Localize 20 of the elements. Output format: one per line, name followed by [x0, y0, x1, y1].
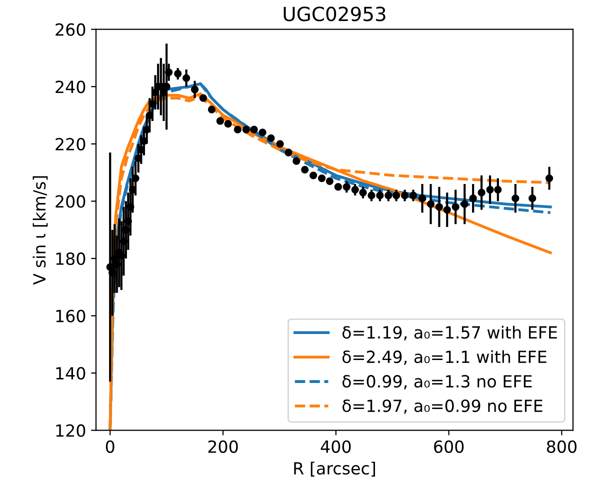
x-tick-label: 600 — [434, 440, 464, 453]
legend-label: δ=1.19, a₀=1.57 with EFE — [342, 326, 557, 340]
y-tick-label: 160 — [56, 310, 86, 322]
x-axis-title: R [arcsec] — [294, 462, 375, 477]
y-tick-label: 240 — [56, 80, 86, 94]
y-tick-label: 180 — [56, 252, 86, 266]
y-tick-label: 220 — [56, 138, 86, 150]
x-tick-label: 200 — [208, 440, 238, 453]
x-tick-label: 400 — [320, 440, 351, 453]
y-tick-label: 200 — [56, 195, 86, 208]
y-tick-label: 260 — [56, 23, 86, 36]
x-tick-label: 0 — [106, 440, 114, 453]
legend-label: δ=0.99, a₀=1.3 no EFE — [342, 375, 532, 390]
x-tick-label: 800 — [546, 440, 577, 453]
y-tick-label: 140 — [56, 367, 86, 380]
y-axis-title: V sin ι [km/s] — [32, 176, 48, 285]
legend-label: δ=2.49, a₀=1.1 with EFE — [342, 350, 546, 365]
legend-label: δ=1.97, a₀=0.99 no EFE — [342, 399, 542, 414]
chart-title: UGC02953 — [284, 6, 386, 22]
y-tick-label: 120 — [56, 424, 86, 437]
